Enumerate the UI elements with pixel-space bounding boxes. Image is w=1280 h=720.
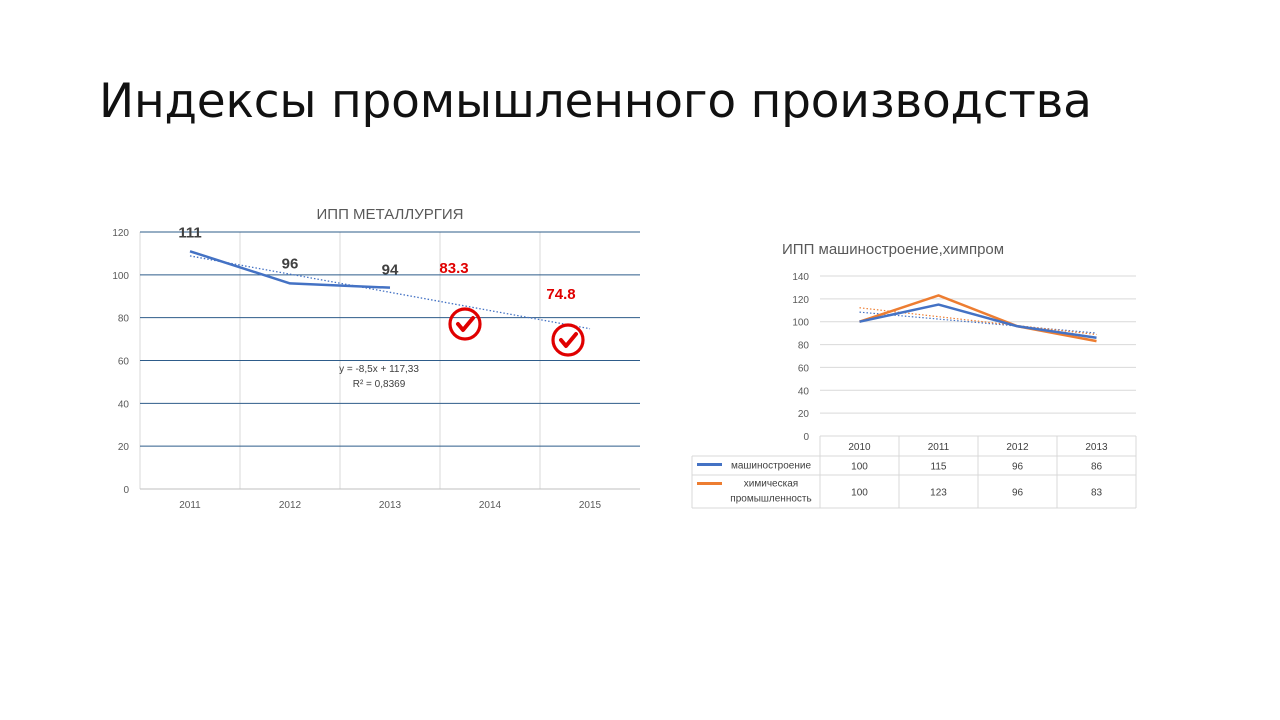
- forecast-label: 83.3: [439, 260, 468, 277]
- trendline: [859, 311, 1097, 334]
- data-label: 96: [282, 255, 299, 272]
- metallurgy-chart: ИПП МЕТАЛЛУРГИЯ 0 20 40 60 80 100 120 2011 2012 20…: [112, 206, 640, 511]
- y-tick-label: 60: [798, 363, 810, 374]
- y-tick-label: 20: [118, 442, 130, 453]
- table-header: 2011: [928, 442, 950, 453]
- legend-label-line2: промышленность: [730, 494, 811, 505]
- y-tick-label: 100: [112, 271, 129, 282]
- r-squared: R² = 0,8369: [353, 379, 406, 390]
- forecast-label: 74.8: [546, 286, 575, 303]
- legend-label-line1: химическая: [744, 479, 798, 490]
- table-cell: 83: [1091, 488, 1103, 499]
- chart-title: ИПП МЕТАЛЛУРГИЯ: [317, 206, 464, 223]
- table-header: 2013: [1085, 442, 1108, 453]
- table-header: 2010: [848, 442, 871, 453]
- y-tick-label: 60: [118, 357, 130, 368]
- table-cell: 100: [851, 462, 868, 473]
- check-circle: [551, 323, 585, 357]
- series-line: [189, 250, 391, 289]
- y-tick-label: 120: [792, 295, 809, 306]
- y-tick-label: 0: [803, 432, 809, 443]
- y-tick-label: 120: [112, 228, 129, 239]
- checkmark-circle-icon: [448, 307, 482, 341]
- check-mark: [559, 332, 578, 348]
- y-tick-label: 80: [798, 341, 810, 352]
- data-label: 111: [178, 224, 201, 241]
- trendline: [189, 255, 591, 330]
- check-circle: [448, 307, 482, 341]
- engineering-chemical-chart: ИПП машиностроение,химпром 0 20 40 60 80 100 12…: [691, 241, 1137, 509]
- legend-label: машиностроение: [731, 461, 812, 472]
- table-cell: 100: [851, 488, 868, 499]
- data-table: 2010 2011 2012 2013 машиностроение 100 115 96 86…: [691, 435, 1137, 509]
- table-cell: 96: [1012, 488, 1024, 499]
- y-tick-label: 140: [792, 272, 809, 283]
- table-cell: 96: [1012, 462, 1024, 473]
- x-tick-label: 2015: [579, 500, 602, 511]
- trend-equation: y = -8,5x + 117,33: [339, 364, 419, 375]
- x-tick-label: 2013: [379, 500, 402, 511]
- y-tick-label: 80: [118, 314, 130, 325]
- data-label: 94: [382, 262, 399, 279]
- slide-title: Индексы промышленного производства: [99, 74, 1092, 129]
- x-tick-label: 2014: [479, 500, 502, 511]
- table-cell: 86: [1091, 462, 1103, 473]
- y-tick-label: 40: [798, 386, 810, 397]
- check-mark: [456, 316, 475, 332]
- series-line: [859, 294, 1097, 343]
- table-cell: 115: [931, 462, 947, 473]
- checkmark-circle-icon: [551, 323, 585, 357]
- y-tick-label: 100: [792, 318, 809, 329]
- chart-title: ИПП машиностроение,химпром: [782, 241, 1004, 258]
- y-tick-label: 0: [123, 485, 129, 496]
- table-cell: 123: [930, 488, 947, 499]
- table-header: 2012: [1006, 442, 1029, 453]
- y-tick-label: 20: [798, 409, 810, 420]
- series-line: [859, 303, 1097, 339]
- x-tick-label: 2011: [179, 500, 201, 511]
- y-tick-label: 40: [118, 399, 130, 410]
- x-tick-label: 2012: [279, 500, 302, 511]
